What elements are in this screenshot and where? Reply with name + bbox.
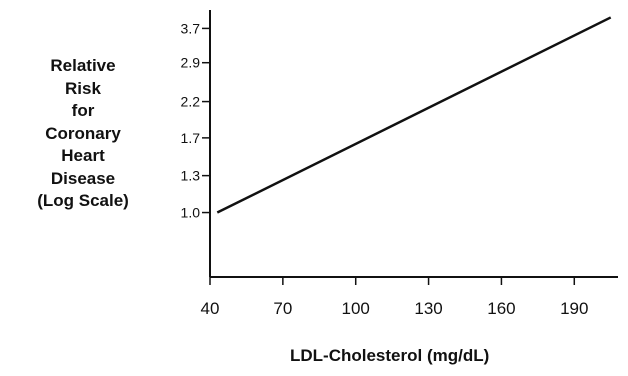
x-tick-label: 130 (414, 299, 442, 318)
x-tick-label: 100 (342, 299, 370, 318)
y-tick-label: 1.3 (181, 168, 201, 184)
y-tick-label: 1.0 (181, 205, 201, 221)
y-tick-label: 2.2 (181, 94, 201, 110)
y-tick-label: 3.7 (181, 20, 201, 36)
x-tick-label: 40 (201, 299, 220, 318)
y-axis-label-line: (Log Scale) (37, 191, 129, 210)
y-axis-label-line: Coronary (45, 123, 121, 143)
y-tick-label: 1.7 (181, 130, 201, 146)
x-tick-label: 70 (273, 299, 292, 318)
y-axis-label-line: Disease (50, 168, 116, 188)
y-tick-label: 2.9 (181, 55, 201, 71)
y-axis-label: Relative Risk for Coronary Heart Disease… (18, 55, 148, 213)
y-axis-label-line: Risk (65, 78, 101, 98)
x-tick-label: 160 (487, 299, 515, 318)
x-tick-label: 190 (560, 299, 588, 318)
y-axis-label-line: for (71, 101, 95, 120)
y-axis-label-line: Relative (50, 56, 116, 75)
y-axis-label-line: Heart (61, 146, 105, 165)
x-axis-label: LDL-Cholesterol (mg/dL) (290, 346, 490, 365)
series-line (216, 16, 612, 214)
